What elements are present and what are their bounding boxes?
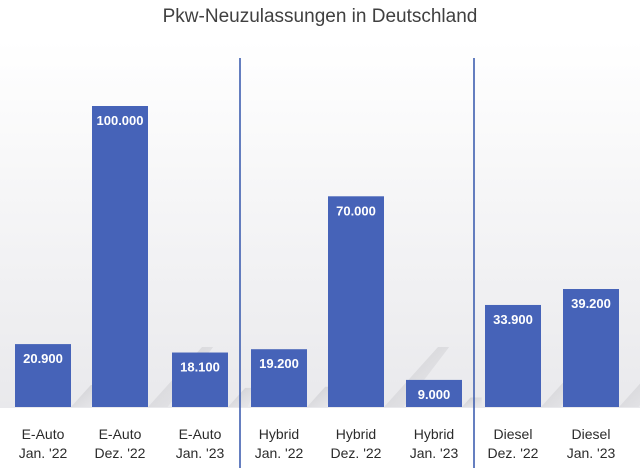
bar-6 bbox=[485, 304, 541, 407]
bar-shadow bbox=[384, 347, 450, 407]
category-label-1-line2: Dez. '22 bbox=[95, 445, 146, 461]
category-label-2-line2: Jan. '23 bbox=[176, 445, 225, 461]
category-label-4-line1: Hybrid bbox=[336, 426, 376, 442]
category-label-6-line1: Diesel bbox=[494, 426, 533, 442]
data-label-0: 20.900 bbox=[23, 351, 63, 366]
data-label-4: 70.000 bbox=[336, 203, 376, 218]
category-label-0-line1: E-Auto bbox=[22, 426, 65, 442]
data-label-1: 100.000 bbox=[97, 113, 144, 128]
data-label-7: 39.200 bbox=[571, 296, 611, 311]
category-label-6-line2: Dez. '22 bbox=[488, 445, 539, 461]
bar-4 bbox=[328, 196, 384, 407]
bar-shadow bbox=[228, 387, 257, 407]
category-label-3-line1: Hybrid bbox=[259, 426, 299, 442]
data-label-3: 19.200 bbox=[259, 356, 299, 371]
chart-title: Pkw-Neuzulassungen in Deutschland bbox=[162, 6, 478, 27]
category-label-7-line1: Diesel bbox=[572, 426, 611, 442]
data-label-5: 9.000 bbox=[418, 387, 451, 402]
bar-shadow bbox=[619, 383, 640, 407]
bar-7 bbox=[563, 289, 619, 407]
category-label-4-line2: Dez. '22 bbox=[331, 445, 382, 461]
bar-0 bbox=[15, 344, 71, 407]
category-label-5-line2: Jan. '23 bbox=[410, 445, 459, 461]
category-label-3-line2: Jan. '22 bbox=[255, 445, 304, 461]
category-label-2-line1: E-Auto bbox=[179, 426, 222, 442]
bar-3 bbox=[251, 349, 307, 407]
data-label-2: 18.100 bbox=[180, 360, 220, 375]
category-label-0-line2: Jan. '22 bbox=[19, 445, 68, 461]
category-label-1-line1: E-Auto bbox=[99, 426, 142, 442]
category-label-5-line1: Hybrid bbox=[414, 426, 454, 442]
data-label-6: 33.900 bbox=[493, 312, 533, 327]
category-label-7-line2: Jan. '23 bbox=[567, 445, 616, 461]
bar-5 bbox=[406, 379, 462, 407]
bar-1 bbox=[92, 106, 148, 407]
bar-shadow bbox=[462, 397, 482, 407]
bar-2 bbox=[172, 352, 228, 407]
